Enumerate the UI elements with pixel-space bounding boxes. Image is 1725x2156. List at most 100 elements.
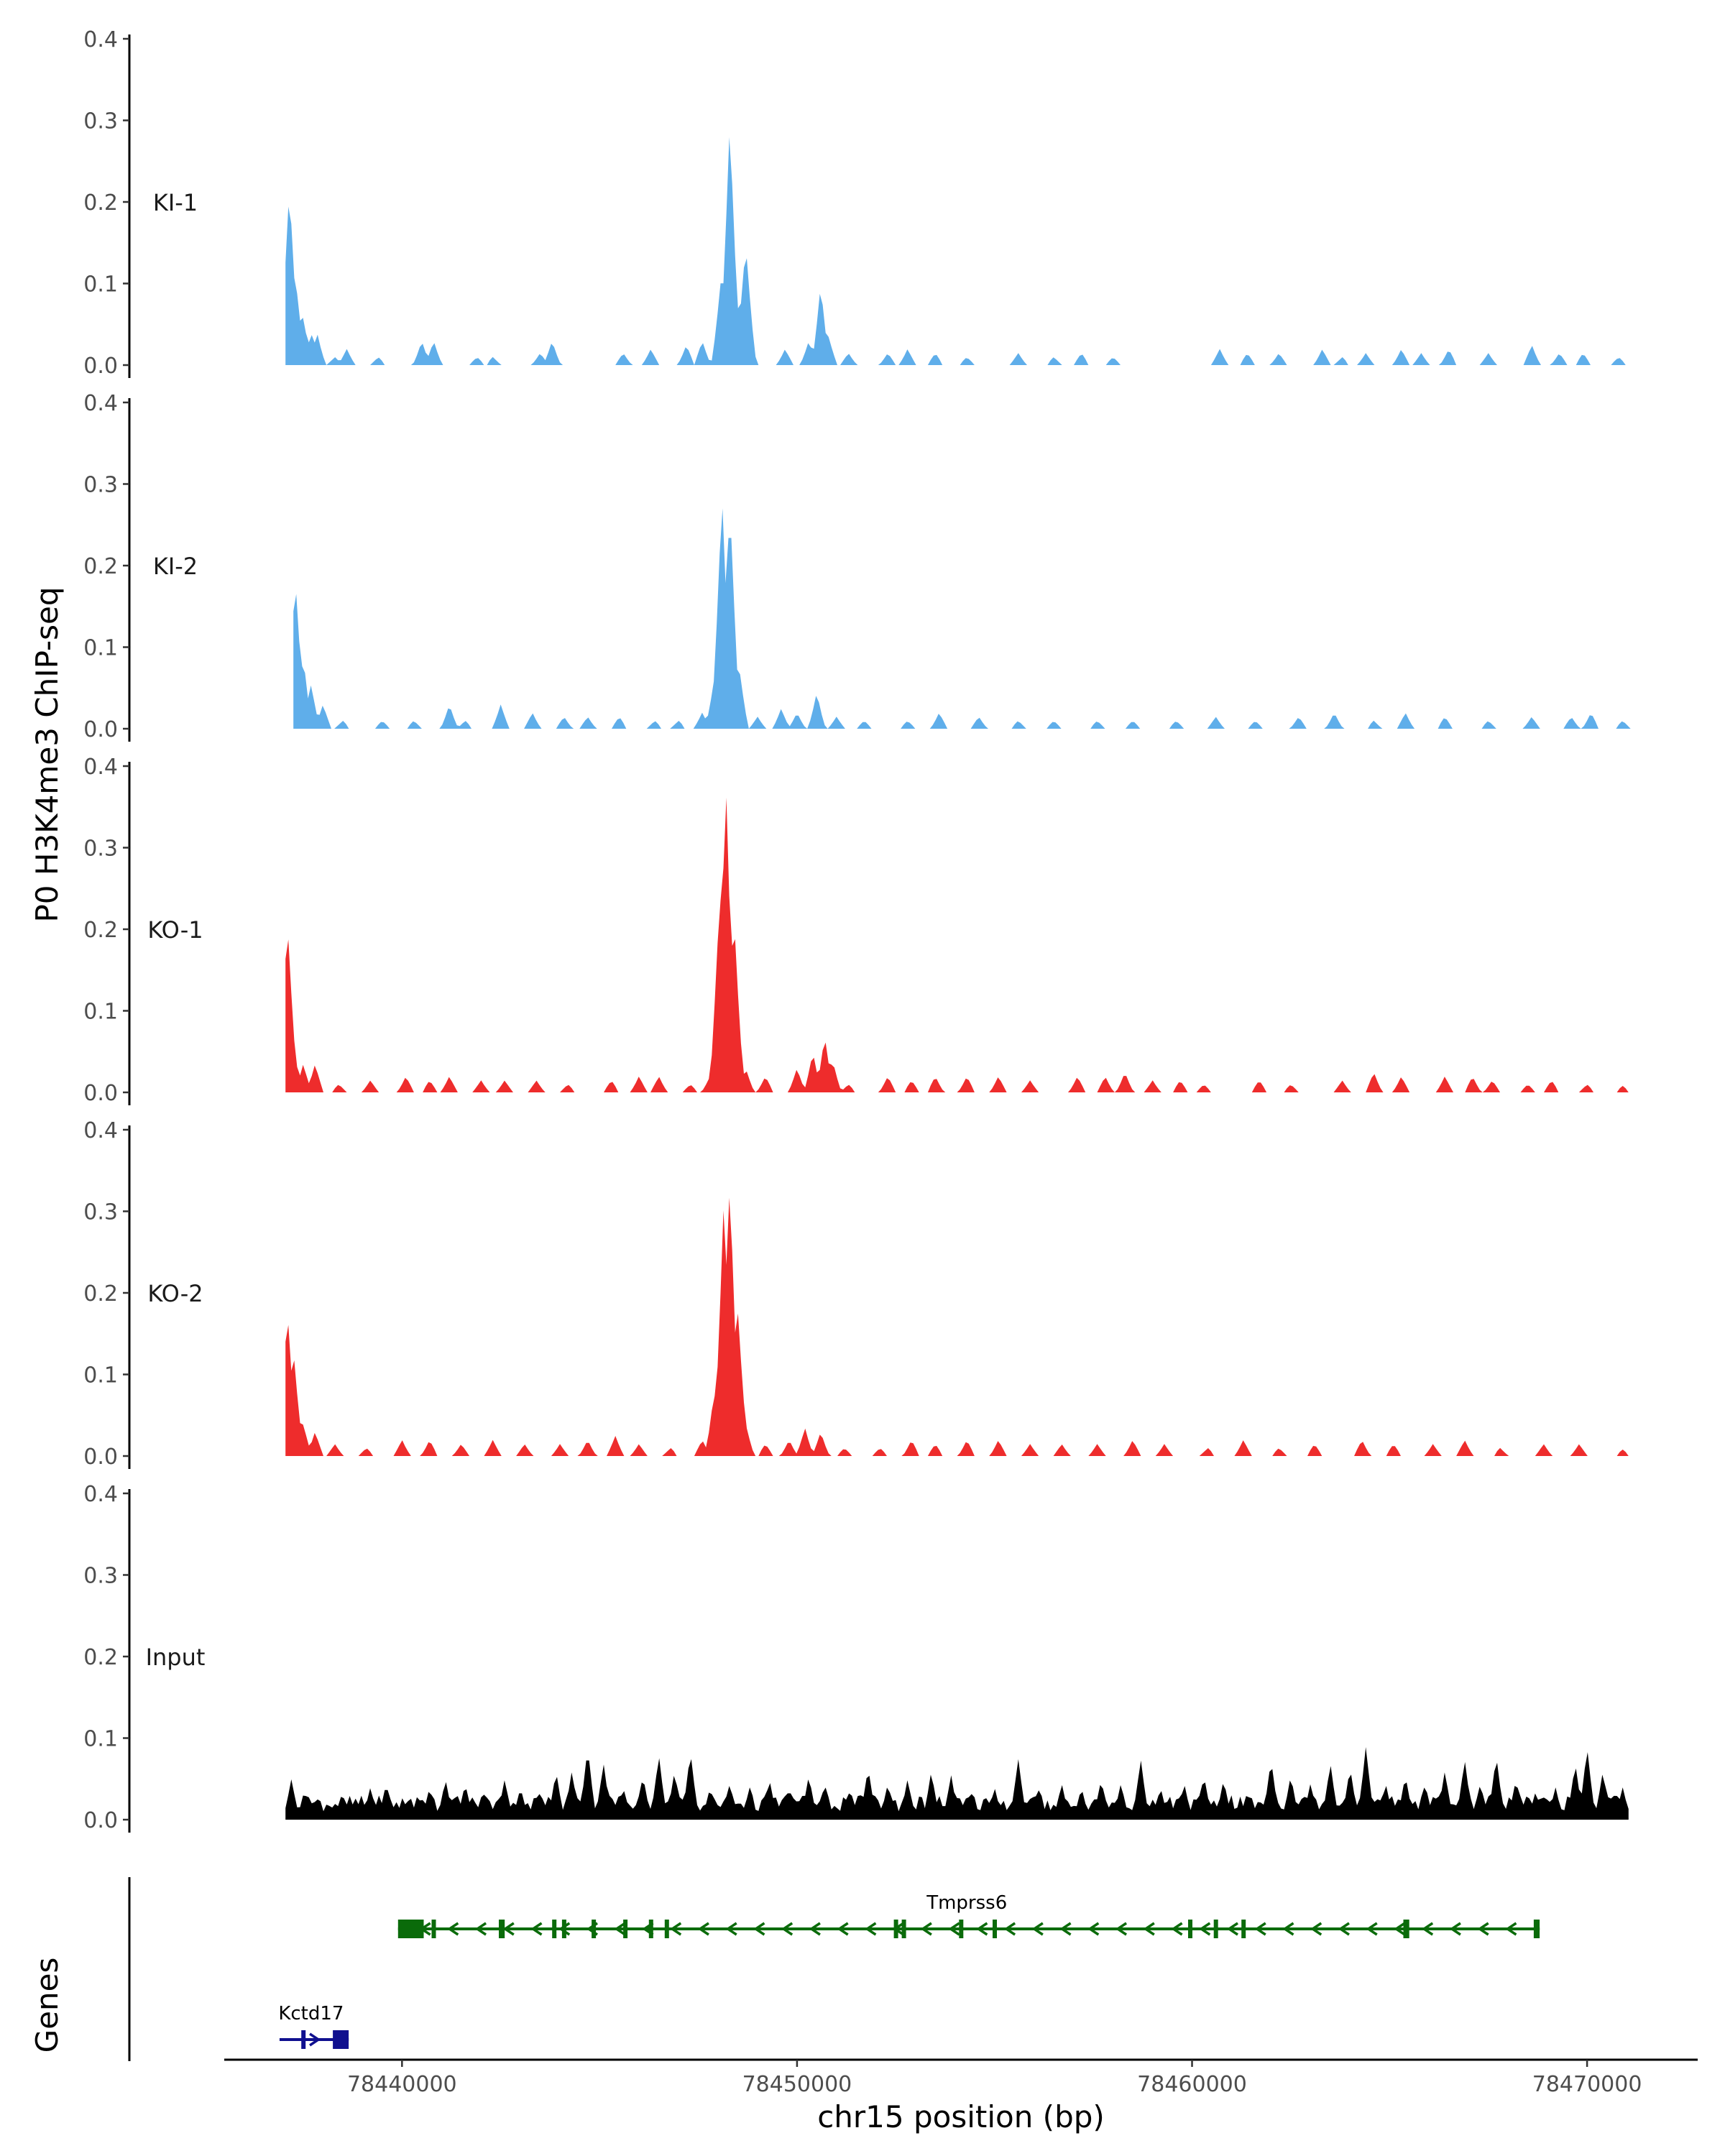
strand-arrow bbox=[447, 1922, 459, 1936]
x-tick-label: 78470000 bbox=[1532, 2072, 1642, 2097]
x-tick-label: 78460000 bbox=[1137, 2072, 1247, 2097]
strand-arrow bbox=[809, 1922, 821, 1936]
track-ki-1: 0.0 0.1 0.2 0.3 0.4 KI-1 bbox=[83, 27, 1629, 379]
strand-arrow bbox=[1254, 1922, 1266, 1936]
x-tick-label: 78450000 bbox=[742, 2072, 852, 2097]
gene-exon bbox=[901, 1920, 906, 1938]
y-tick-label: 0.2 bbox=[83, 918, 118, 943]
y-tick-label: 0.3 bbox=[83, 837, 118, 862]
strand-arrow bbox=[1338, 1922, 1350, 1936]
strand-arrow bbox=[1505, 1922, 1517, 1936]
track-label: KI-1 bbox=[153, 189, 198, 216]
gene-exon bbox=[664, 1920, 669, 1938]
strand-arrow bbox=[670, 1922, 682, 1936]
y-tick-label: 0.0 bbox=[83, 1445, 118, 1470]
y-tick-label: 0.3 bbox=[83, 473, 118, 498]
y-tick-label: 0.2 bbox=[83, 1281, 118, 1307]
gene-exon bbox=[1403, 1920, 1409, 1938]
x-axis: 78440000 78450000 78460000 78470000 bbox=[224, 2058, 1698, 2097]
x-tick-label: 78440000 bbox=[347, 2072, 457, 2097]
y-tick-label: 0.3 bbox=[83, 1200, 118, 1225]
gene-label: Kctd17 bbox=[278, 2003, 344, 2024]
strand-arrow bbox=[976, 1922, 988, 1936]
strand-arrow bbox=[1031, 1922, 1044, 1936]
track-label: KO-2 bbox=[147, 1280, 203, 1307]
gene-exon bbox=[1188, 1920, 1192, 1938]
y-tick-label: 0.1 bbox=[83, 1000, 118, 1025]
signal-area bbox=[285, 1747, 1629, 1820]
strand-arrow bbox=[781, 1922, 794, 1936]
strand-arrow bbox=[865, 1922, 877, 1936]
y-tick-label: 0.4 bbox=[83, 1482, 118, 1507]
y-tick-label: 0.2 bbox=[83, 1645, 118, 1670]
strand-arrow bbox=[1282, 1922, 1294, 1936]
gene-exon bbox=[592, 1920, 597, 1938]
strand-arrow bbox=[474, 1922, 487, 1936]
strand-arrow bbox=[558, 1922, 571, 1936]
y-tick-label: 0.0 bbox=[83, 1808, 118, 1833]
y-tick-label: 0.1 bbox=[83, 636, 118, 661]
gene-exon bbox=[561, 1920, 566, 1938]
strand-arrow bbox=[530, 1922, 543, 1936]
gene-exon bbox=[993, 1920, 997, 1938]
gene-tmprss6: Tmprss6 bbox=[397, 1892, 1540, 1938]
strand-arrow bbox=[753, 1922, 765, 1936]
y-tick-label: 0.2 bbox=[83, 554, 118, 579]
strand-arrow bbox=[1422, 1922, 1434, 1936]
strand-arrow bbox=[1310, 1922, 1322, 1936]
strand-arrow bbox=[948, 1922, 960, 1936]
gene-exon bbox=[333, 2030, 349, 2049]
strand-arrow bbox=[502, 1922, 515, 1936]
gene-exon bbox=[1241, 1920, 1246, 1938]
strand-arrow bbox=[1366, 1922, 1378, 1936]
strand-arrow bbox=[309, 2032, 321, 2047]
y-tick-label: 0.2 bbox=[83, 190, 118, 216]
strand-arrow bbox=[1449, 1922, 1461, 1936]
gene-exon bbox=[893, 1920, 898, 1938]
y-tick-label: 0.3 bbox=[83, 1564, 118, 1589]
strand-arrow bbox=[1087, 1922, 1100, 1936]
y-tick-label: 0.3 bbox=[83, 109, 118, 134]
gene-exon bbox=[397, 1920, 424, 1938]
gene-label: Tmprss6 bbox=[926, 1892, 1007, 1914]
y-tick-label: 0.0 bbox=[83, 717, 118, 742]
y-tick-label: 0.1 bbox=[83, 272, 118, 298]
signal-tracks: 0.0 0.1 0.2 0.3 0.4 KI-1 0.0 0.1 0.2 0.3 0.4 KI-2 0.… bbox=[83, 27, 1637, 1833]
y-tick-label: 0.4 bbox=[83, 27, 118, 52]
y-axis-title: P0 H3K4me3 ChIP-seq bbox=[29, 586, 65, 922]
track-label: KI-2 bbox=[153, 553, 198, 580]
strand-arrow bbox=[1199, 1922, 1211, 1936]
strand-arrow bbox=[920, 1922, 932, 1936]
track-label: Input bbox=[146, 1644, 206, 1671]
gene-exon bbox=[623, 1920, 628, 1938]
strand-arrow bbox=[1171, 1922, 1183, 1936]
strand-arrow bbox=[1226, 1922, 1238, 1936]
y-tick-label: 0.0 bbox=[83, 1081, 118, 1106]
gene-exon bbox=[431, 1920, 436, 1938]
gene-exon bbox=[1533, 1920, 1540, 1938]
strand-arrow bbox=[1394, 1922, 1406, 1936]
y-tick-label: 0.0 bbox=[83, 354, 118, 379]
strand-arrow bbox=[1477, 1922, 1489, 1936]
strand-arrow bbox=[1143, 1922, 1155, 1936]
track-label: KO-1 bbox=[147, 916, 203, 944]
gene-exon bbox=[552, 1920, 557, 1938]
strand-arrow bbox=[725, 1922, 737, 1936]
gene-track: Tmprss6 Kctd17 bbox=[128, 1877, 1540, 2061]
gene-exon bbox=[648, 1920, 653, 1938]
gene-kctd17: Kctd17 bbox=[278, 2003, 349, 2049]
strand-arrow bbox=[837, 1922, 849, 1936]
track-input: 0.0 0.1 0.2 0.3 0.4 Input bbox=[83, 1482, 1629, 1833]
track-ko-1: 0.0 0.1 0.2 0.3 0.4 KO-1 bbox=[83, 755, 1629, 1106]
gene-exon bbox=[301, 2030, 306, 2049]
track-ki-2: 0.0 0.1 0.2 0.3 0.4 KI-2 bbox=[83, 391, 1637, 742]
y-tick-label: 0.4 bbox=[83, 755, 118, 780]
track-ko-2: 0.0 0.1 0.2 0.3 0.4 KO-2 bbox=[83, 1118, 1629, 1470]
y-tick-label: 0.4 bbox=[83, 1118, 118, 1143]
x-axis-title: chr15 position (bp) bbox=[817, 2099, 1105, 2134]
y-tick-label: 0.1 bbox=[83, 1363, 118, 1388]
gene-exon bbox=[959, 1920, 964, 1938]
strand-arrow bbox=[1115, 1922, 1128, 1936]
